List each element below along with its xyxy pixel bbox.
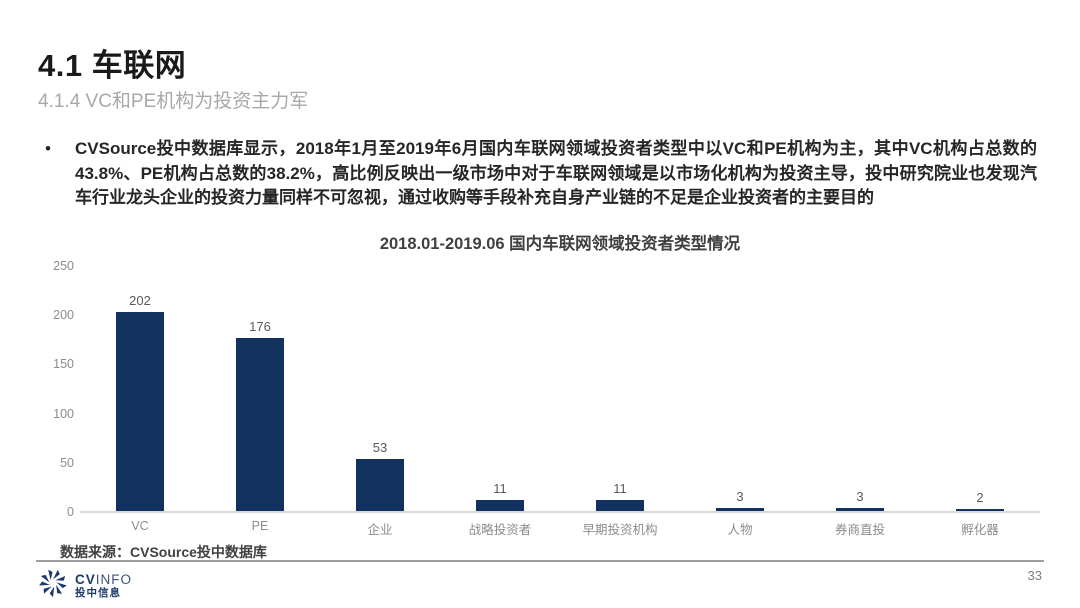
bar — [836, 508, 884, 511]
logo-text: CVINFO 投中信息 — [75, 572, 132, 600]
x-axis-label: 人物 — [727, 523, 753, 537]
bar — [116, 312, 164, 511]
y-axis-tick: 0 — [67, 505, 74, 519]
company-logo: CVINFO 投中信息 — [38, 568, 132, 603]
x-axis-label: 战略投资者 — [468, 523, 532, 537]
bar — [236, 337, 284, 511]
bar-value-label: 2 — [976, 490, 984, 505]
bar-group: 53 — [320, 267, 440, 511]
bar-chart-plot: 202 176 53 11 11 3 3 2 — [80, 267, 1040, 513]
bar-group: 2 — [920, 267, 1040, 511]
bar-group: 3 — [680, 267, 800, 511]
bullet-text: CVSource投中数据库显示，2018年1月至2019年6月国内车联网领域投资… — [75, 139, 1037, 207]
pinwheel-logo-icon — [38, 568, 68, 603]
bar-value-label: 202 — [129, 293, 151, 309]
bar-group: 3 — [800, 267, 920, 511]
bar — [596, 500, 644, 511]
bar-value-label: 11 — [493, 481, 507, 497]
page-title: 4.1 车联网 — [38, 48, 187, 83]
y-axis-tick: 100 — [53, 406, 74, 421]
bar-group: 11 — [440, 267, 560, 511]
y-axis: 0 50 100 150 200 250 — [38, 0, 74, 608]
bar-value-label: 176 — [249, 318, 271, 334]
footer-divider — [36, 560, 1044, 562]
bar — [356, 458, 404, 511]
x-axis-label: 孵化器 — [961, 523, 999, 537]
y-axis-tick: 50 — [60, 455, 74, 470]
bar-value-label: 11 — [613, 481, 627, 497]
x-axis-label: 早期投资机构 — [582, 523, 658, 537]
bar-value-label: 3 — [856, 489, 864, 505]
logo-name-en: CVINFO — [75, 571, 133, 587]
source-note: 数据来源：CVSource投中数据库 — [60, 544, 267, 560]
page-subtitle: 4.1.4 VC和PE机构为投资主力军 — [38, 91, 309, 112]
y-axis-tick: 250 — [53, 259, 74, 273]
bar — [956, 509, 1004, 511]
bullet-marker: • — [45, 139, 51, 158]
logo-name-cn: 投中信息 — [75, 587, 121, 600]
bar-group: 202 — [80, 267, 200, 511]
x-axis: VC PE 企业 战略投资者 早期投资机构 人物 券商直投 孵化器 — [80, 519, 1040, 538]
y-axis-tick: 200 — [53, 308, 74, 323]
x-axis-label: 企业 — [367, 523, 393, 537]
bar-value-label: 53 — [372, 439, 388, 455]
bar — [716, 508, 764, 511]
y-axis-tick: 150 — [53, 357, 74, 372]
bar-value-label: 3 — [736, 489, 744, 505]
x-axis-label: VC — [131, 519, 149, 533]
chart-title: 2018.01-2019.06 国内车联网领域投资者类型情况 — [379, 235, 741, 253]
bar — [476, 500, 524, 511]
summary-bullet: • CVSource投中数据库显示，2018年1月至2019年6月国内车联网领域… — [45, 137, 1037, 211]
x-axis-label: PE — [251, 519, 269, 533]
bar-group: 176 — [200, 267, 320, 511]
x-axis-label: 券商直投 — [834, 523, 885, 537]
page-number: 33 — [1027, 568, 1042, 583]
bar-group: 11 — [560, 267, 680, 511]
